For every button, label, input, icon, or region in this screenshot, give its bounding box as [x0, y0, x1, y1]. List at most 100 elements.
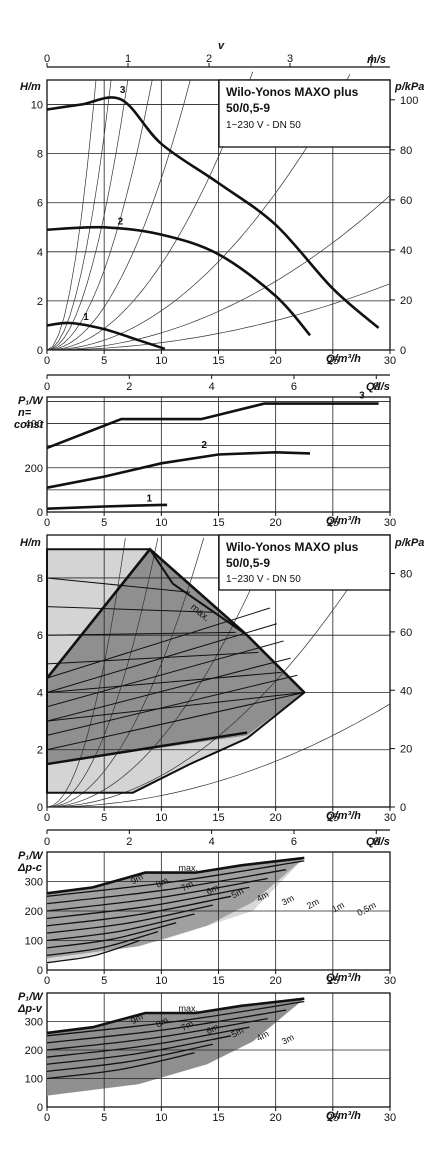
flow-ls-label-2: Q/l/s [366, 836, 390, 848]
system-curve [46, 537, 274, 808]
max-label: max. [178, 863, 198, 873]
v-tick-label: 3 [287, 53, 293, 65]
flow-axis-label: Q/m³/h [326, 353, 361, 365]
chart-power-curves: P₁/W n= const 1 2 3 0 200 400 0 5 10 15 20 25 30 Q… [14, 390, 396, 529]
ls-tick-label: 0 [44, 836, 50, 848]
pump-spec-3: 1~230 V - DN 50 [226, 574, 301, 585]
dp-curve-label: 3m [280, 1032, 296, 1047]
pump-name-3: Wilo-Yonos MAXO plus [226, 540, 359, 554]
dp-curve-label: 3m [280, 893, 296, 908]
x-tick-label: 20 [270, 355, 282, 367]
max-label: max. [178, 1004, 198, 1014]
p-tick-label: 0 [400, 345, 406, 357]
max-power-curve [46, 997, 305, 1035]
ls-tick-label: 0 [44, 381, 50, 393]
power-curve-label-3: 3 [359, 390, 365, 401]
p-tick-label: 80 [400, 569, 412, 581]
x-tick-label: 0 [44, 517, 50, 529]
dp-line [46, 651, 259, 665]
y-tick-label: 400 [25, 419, 43, 431]
x-tick-label: 30 [384, 1112, 396, 1124]
flow-axis-label-5: Q/m³/h [326, 1110, 361, 1122]
system-curve [46, 79, 191, 351]
x-tick-label: 0 [44, 975, 50, 987]
power-curve-1 [46, 503, 168, 510]
p-tick-label: 20 [400, 295, 412, 307]
y-tick-label: 6 [37, 630, 43, 642]
curve-label-3: 3 [120, 85, 126, 96]
system-curve [46, 79, 129, 351]
y-tick-label: 200 [25, 906, 43, 918]
dp-power-curve [46, 1000, 305, 1037]
velocity-axis-label: v [218, 40, 225, 52]
pump-name: Wilo-Yonos MAXO plus [226, 85, 359, 99]
flow-ls-axis-1: 0 2 4 6 8 Q/l/s [44, 374, 390, 393]
dp-line [46, 691, 305, 722]
max-curve [45, 547, 306, 694]
ls-tick-label: 4 [209, 381, 215, 393]
x-tick-label: 5 [101, 812, 107, 824]
x-tick-label: 10 [155, 517, 167, 529]
y-tick-label: 0 [37, 802, 43, 814]
dp-line [46, 640, 284, 708]
x-tick-label: 10 [155, 1112, 167, 1124]
dpc-label: Δp-c [17, 862, 42, 874]
dpv-label: Δp-v [17, 1003, 43, 1015]
dp-line [46, 607, 271, 679]
x-tick-label: 15 [212, 355, 224, 367]
p-tick-label: 0 [400, 802, 406, 814]
x-tick-label: 5 [101, 975, 107, 987]
dp-power-curve [46, 922, 177, 949]
y-tick-label: 0 [37, 965, 43, 977]
x-tick-label: 20 [270, 1112, 282, 1124]
flow-axis-label-2: Q/m³/h [326, 515, 361, 527]
dp-power-curve [46, 1052, 195, 1080]
dp-power-curve [46, 904, 213, 934]
y-tick-label: 300 [25, 877, 43, 889]
dp-line [46, 631, 236, 636]
dp-curve-label: 2m [305, 896, 321, 911]
x-tick-label: 15 [212, 1112, 224, 1124]
power-axis-label-4: P₁/W [18, 850, 44, 862]
pump-model: 50/0,5-9 [226, 101, 270, 115]
y-tick-label: 100 [25, 1074, 43, 1086]
x-tick-label: 0 [44, 812, 50, 824]
power-axis-label: P₁/W [18, 395, 44, 407]
system-curve [46, 74, 351, 351]
x-tick-label: 30 [384, 355, 396, 367]
x-tick-label: 5 [101, 355, 107, 367]
y-tick-label: 0 [37, 507, 43, 519]
y-tick-label: 2 [37, 296, 43, 308]
pump-model-3: 50/0,5-9 [226, 556, 270, 570]
power-curve-3 [46, 402, 379, 450]
system-curve [46, 79, 112, 351]
system-curve [46, 79, 153, 351]
x-tick-label: 10 [155, 355, 167, 367]
head-axis-label-3: H/m [20, 537, 41, 549]
title-block-3 [218, 534, 391, 591]
dp-power-curve [46, 1026, 250, 1058]
dp-line [46, 606, 213, 613]
dp-line [46, 674, 298, 736]
flow-ls-label-1: Q/l/s [366, 381, 390, 393]
pump-curve-3 [46, 96, 380, 329]
p-tick-label: 60 [400, 627, 412, 639]
n-const-label-1: n= [18, 407, 32, 419]
v-tick-label: 4 [368, 53, 374, 65]
y-tick-label: 8 [37, 149, 43, 161]
x-tick-label: 30 [384, 812, 396, 824]
dp-power-curve [46, 1009, 287, 1044]
x-tick-label: 25 [327, 1112, 339, 1124]
dp-power-curve [46, 886, 250, 920]
p-tick-label: 80 [400, 145, 412, 157]
velocity-unit: m/s [367, 54, 386, 66]
ls-tick-label: 4 [209, 836, 215, 848]
y-tick-label: 10 [31, 100, 43, 112]
system-curve [46, 537, 205, 808]
ls-tick-label: 2 [126, 381, 132, 393]
x-tick-label: 15 [212, 517, 224, 529]
system-curve [46, 537, 126, 808]
x-tick-label: 5 [101, 1112, 107, 1124]
